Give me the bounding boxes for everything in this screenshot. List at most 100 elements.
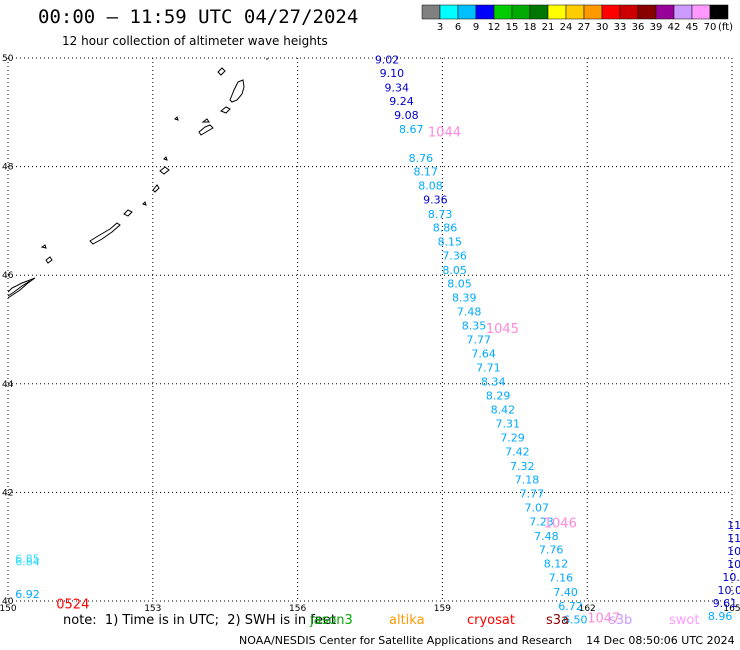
color-swatch [601,4,621,20]
swh-value: 8.05 [447,277,472,290]
coastline-segment [45,256,53,264]
color-swatch [655,4,675,20]
map-gridlines [7,57,733,602]
swh-value: 9.02 [375,54,400,67]
page-title: 00:00 — 11:59 UTC 04/27/2024 [38,6,359,28]
coastline-segment [89,222,121,245]
coastline [7,58,268,299]
color-swatch [511,4,531,20]
coastline-segment [198,124,214,136]
swh-value: 7.16 [549,572,574,585]
coastline-segment [201,118,210,123]
color-scale-label: 33 [614,22,627,33]
swh-value: 8.08 [418,180,443,193]
swh-value: 8.29 [486,390,511,403]
color-scale-label: 39 [650,22,663,33]
swh-value: 11. [727,532,740,545]
swh-value: 8.34 [481,376,506,389]
page-subtitle: 12 hour collection of altimeter wave hei… [62,34,328,48]
color-scale-label: 70 [704,22,717,33]
swh-value: 8.76 [409,152,434,165]
swh-value: 8.12 [544,558,569,571]
coastline-segment [217,67,226,76]
color-swatch [583,4,603,20]
swh-value: 8.86 [433,221,458,234]
mission-name: altika [389,613,425,628]
color-swatch [673,4,693,20]
swh-value: 6.50 [563,613,588,626]
pass-number: 0524 [56,598,89,613]
longitude-tick-label: 159 [434,604,451,614]
color-scale-label: 21 [542,22,555,33]
swh-value: 7.64 [471,347,496,360]
swh-value: 8.15 [438,236,463,249]
color-scale-label: 45 [686,22,699,33]
color-swatch [709,4,729,20]
color-swatch [529,4,549,20]
color-swatch [421,4,441,20]
latitude-tick-label: 42 [2,488,13,498]
swh-value: 6.85 [15,553,39,566]
swh-value: 11 [727,519,740,532]
swh-value: 8.05 [442,264,467,277]
swh-value: 7.29 [500,432,525,445]
latitude-tick-label: 50 [2,54,14,64]
pass-number: 1047 [587,611,620,626]
color-scale-unit: (ft) [718,22,733,33]
swh-value: 6.72 [558,600,583,613]
swh-value: 8.39 [452,291,477,304]
swh-value: 9.36 [423,194,448,207]
color-scale-label: 42 [668,22,681,33]
swh-value: 8.67 [399,123,424,136]
color-scale-label: 9 [473,22,479,33]
credit-footer: NOAA/NESDIS Center for Satellite Applica… [239,634,735,647]
color-swatch [637,4,657,20]
coastline-segment [174,116,179,121]
coastline-segment [7,277,36,299]
swh-value: 8.35 [462,320,487,333]
swh-value: 7.31 [495,417,520,430]
color-swatch [565,4,585,20]
swh-value: 8.42 [491,403,515,416]
swh-value: 9.34 [384,81,409,94]
color-scale-label: 15 [506,22,519,33]
color-scale-label: 27 [578,22,591,33]
swh-value: 7.36 [442,250,467,263]
mission-name: s3a [546,613,570,628]
axis-tick-labels: 150 153 156 159 162 165 50 48 46 44 42 40 [0,54,740,614]
mission-name: cryosat [467,613,515,628]
swh-value: 7.23 [529,516,554,529]
coastline-segment [159,166,170,175]
swh-value: 7.42 [505,446,530,459]
longitude-tick-label: 156 [289,604,306,614]
latitude-tick-label: 48 [2,163,14,173]
swh-value: 8.96 [708,610,733,623]
swh-value: 9.24 [389,95,414,108]
color-scale-label: 6 [455,22,461,33]
longitude-tick-label: 150 [0,604,17,614]
swh-value: 10.0 [727,558,740,571]
swh-value: 9.08 [394,109,419,122]
color-swatch [475,4,495,20]
coastline-segment [142,201,147,206]
swh-value: 7.71 [476,362,501,375]
wave-height-observations: 9.029.109.349.249.088.67 8.768.17 8.089.36… [15,54,740,627]
swh-value: 7.76 [539,543,564,556]
color-scale-legend: 3 6 9 12 15 18 21 24 27 30 33 36 39 42 45 70 (ft) [421,4,733,33]
longitude-tick-label: 153 [144,604,161,614]
swh-value: 7.48 [534,530,559,543]
swh-value: 7.40 [553,586,578,599]
color-scale-label: 3 [437,22,443,33]
color-scale-label: 18 [524,22,537,33]
swh-value: 10.67 [722,571,740,584]
color-swatch [691,4,711,20]
swh-value: 6.84 [15,555,39,568]
coastline-segment [163,156,168,161]
coastline-segment [152,184,160,193]
swh-value: 7.32 [510,460,535,473]
longitude-tick-label: 165 [723,604,740,614]
color-swatch [619,4,639,20]
color-swatch [439,4,459,20]
color-scale-label: 12 [488,22,501,33]
